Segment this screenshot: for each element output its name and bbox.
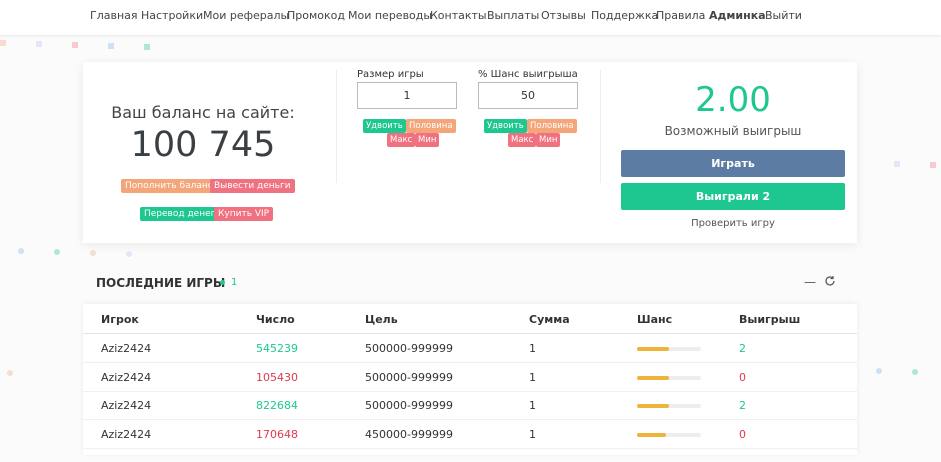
nav-link[interactable]: Поддержка: [591, 9, 659, 22]
cell-target: 450000-999999: [365, 428, 453, 442]
chance-bar: [637, 375, 669, 380]
cell-win: 0: [739, 428, 746, 442]
confetti: [72, 42, 78, 48]
confetti: [90, 250, 96, 256]
row-rule: [83, 362, 857, 363]
chance-label: % Шанс выигрыша: [478, 69, 578, 80]
bet-input[interactable]: 1: [357, 82, 457, 109]
cell-sum: 1: [529, 342, 536, 355]
chance-bar: [637, 347, 669, 351]
nav-link[interactable]: Настройки: [141, 9, 204, 22]
cell-player: Aziz2424: [101, 370, 152, 384]
coefficient: 2.00: [695, 80, 771, 120]
confetti: [930, 162, 936, 168]
balance-button[interactable]: Вывести деньги: [210, 179, 295, 193]
column-header: Сумма: [529, 313, 570, 326]
chance-button[interactable]: Удвоить: [484, 119, 527, 133]
cell-number: 105430: [256, 370, 298, 384]
row-rule: [83, 419, 857, 421]
nav-link[interactable]: Мои рефералы: [203, 9, 290, 22]
nav-link[interactable]: Контакты: [430, 9, 487, 22]
cell-target: 500000-999999: [365, 370, 453, 384]
bet-label: Размер игры: [357, 69, 424, 80]
row-rule: [83, 390, 857, 392]
balance-label: Ваш баланс на сайте:: [111, 103, 295, 122]
confetti: [0, 40, 6, 46]
cell-sum: 1: [529, 428, 536, 442]
chance-track: [637, 404, 701, 409]
cell-number: 170648: [256, 428, 298, 442]
header-rule: [83, 333, 857, 334]
cell-sum: 1: [529, 399, 536, 413]
cell-target: 500000-999999: [365, 342, 453, 355]
cell-player: Aziz2424: [101, 342, 152, 355]
chance-track: [637, 433, 701, 438]
nav-link[interactable]: Главная: [90, 9, 138, 22]
confetti: [18, 248, 24, 254]
nav-link[interactable]: Выплаты: [487, 9, 540, 22]
divider: [600, 70, 601, 183]
nav-link[interactable]: Выйти: [765, 9, 802, 22]
chance-bar: [637, 404, 669, 409]
confetti: [144, 44, 150, 50]
chance-button[interactable]: Мин: [536, 133, 561, 147]
nav-link[interactable]: Промокод: [287, 9, 345, 22]
balance-button[interactable]: Купить VIP: [214, 207, 274, 221]
confetti: [876, 368, 882, 374]
chance-input[interactable]: 50: [478, 82, 578, 109]
chance-track: [637, 347, 701, 351]
chance-track: [637, 375, 701, 380]
confetti: [126, 251, 132, 257]
column-header: Цель: [365, 313, 398, 326]
chance-button[interactable]: Макс: [508, 133, 537, 147]
row-rule: [83, 448, 857, 450]
cell-player: Aziz2424: [101, 399, 152, 413]
won-button[interactable]: Выиграли 2: [621, 183, 845, 210]
cell-number: 822684: [256, 399, 298, 413]
cell-win: 0: [739, 370, 746, 384]
possible-win: Возможный выигрыш: [664, 124, 802, 138]
column-header: Шанс: [637, 313, 673, 326]
chance-bar: [637, 433, 666, 438]
balance-button[interactable]: Пополнить баланс: [121, 179, 217, 193]
cell-player: Aziz2424: [101, 428, 152, 442]
divider: [336, 70, 337, 183]
games-table: [83, 304, 857, 455]
bet-button[interactable]: Половина: [406, 119, 456, 133]
confetti: [7, 370, 13, 376]
status-dot: [220, 280, 225, 285]
cell-sum: 1: [529, 370, 536, 384]
chance-button[interactable]: Половина: [527, 119, 577, 133]
cell-target: 500000-999999: [365, 399, 453, 413]
nav-link[interactable]: Отзывы: [541, 9, 586, 22]
confetti: [54, 249, 60, 255]
bet-button[interactable]: Мин: [415, 133, 440, 147]
cell-number: 545239: [256, 342, 298, 355]
confetti: [912, 369, 918, 375]
games-count: 1: [231, 277, 238, 288]
confetti: [36, 41, 42, 47]
play-button[interactable]: Играть: [621, 150, 845, 177]
nav-link[interactable]: Админка: [709, 9, 766, 22]
refresh-icon[interactable]: [824, 275, 836, 287]
cell-win: 2: [739, 342, 746, 355]
column-header: Игрок: [101, 313, 139, 326]
column-header: Выигрыш: [739, 313, 801, 326]
bet-button[interactable]: Удвоить: [363, 119, 406, 133]
top-nav: Главная Настройки Мои рефералы Промокод Мои …: [0, 0, 941, 35]
confetti: [108, 43, 114, 49]
nav-link[interactable]: Мои переводы: [348, 9, 433, 22]
cell-win: 2: [739, 399, 746, 413]
bet-button[interactable]: Макс: [387, 133, 416, 147]
balance-button[interactable]: Перевод денег: [140, 207, 220, 221]
check-game[interactable]: Проверить игру: [691, 218, 775, 229]
balance-amount: 100 745: [130, 125, 276, 165]
games-title: ПОСЛЕДНИЕ ИГРЫ: [96, 276, 226, 290]
collapse-icon[interactable]: —: [804, 275, 816, 289]
nav-link[interactable]: Правила: [656, 9, 706, 22]
column-header: Число: [256, 313, 295, 326]
confetti: [894, 161, 900, 167]
